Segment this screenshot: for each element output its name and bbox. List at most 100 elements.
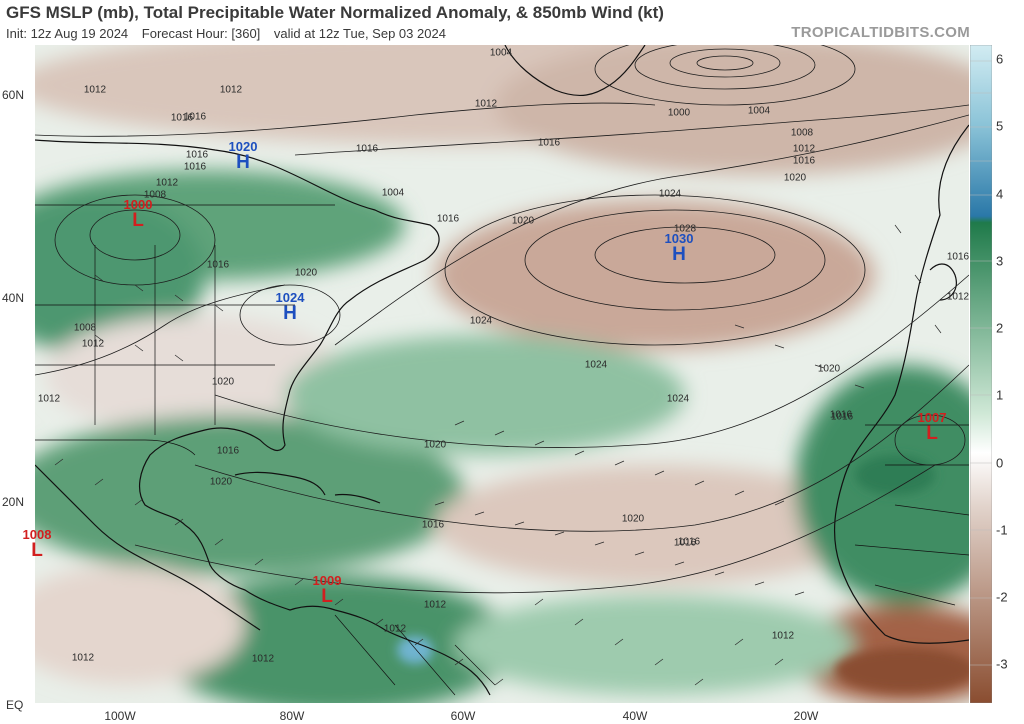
low-pressure-marker: 1008 L xyxy=(23,528,52,560)
colorbar-label: -2 xyxy=(996,589,1008,605)
isobar-label: 1020 xyxy=(423,439,447,451)
lon-label: 40W xyxy=(622,709,648,723)
lon-label: 20W xyxy=(793,709,819,723)
barbs-row-6 xyxy=(534,598,784,686)
isobar-label: 1024 xyxy=(666,393,690,405)
isobar-label: 1012 xyxy=(83,84,107,96)
colorbar-ticks xyxy=(970,60,992,666)
anomaly-dry-southeast xyxy=(45,315,345,435)
isobar-label: 1016 xyxy=(185,149,209,161)
isobar-label: 1016 xyxy=(673,537,697,549)
isobar-label: 1012 xyxy=(37,393,61,405)
isobar-1012-south xyxy=(134,464,936,594)
isobar-label: 1008 xyxy=(790,127,814,139)
colorbar-label: 5 xyxy=(996,118,1004,134)
lat-label: 40N xyxy=(2,291,25,305)
system-pressure: 1000 xyxy=(123,197,153,212)
barbs-row-1 xyxy=(54,458,504,686)
isobar-1020-south xyxy=(214,274,969,448)
isobar-1016-conus xyxy=(35,284,286,376)
isobar-1016-south xyxy=(194,364,969,532)
isobar-label: 1012 xyxy=(423,599,447,611)
isobar-label: 1012 xyxy=(71,652,95,664)
isobar-label: 1016 xyxy=(170,112,194,124)
colorbar-label: -1 xyxy=(996,522,1008,538)
border-us-mexico xyxy=(35,439,196,456)
colorbar xyxy=(970,45,992,703)
isobar-label: 1004 xyxy=(747,105,771,117)
anomaly-very-moist-orinoco xyxy=(397,636,433,664)
system-letter: H xyxy=(236,152,250,173)
isobar-label: 1012 xyxy=(155,177,179,189)
system-pressure: 1009 xyxy=(312,573,342,588)
isobar-low-ring-1 xyxy=(696,55,754,71)
isobar-label: 1000 xyxy=(667,107,691,119)
isobar-label: 1020 xyxy=(783,172,807,184)
system-pressure: 1007 xyxy=(917,410,947,425)
system-pressure: 1020 xyxy=(228,139,258,154)
isobar-label: 1012 xyxy=(771,630,795,642)
valid-time: valid at 12z Tue, Sep 03 2024 xyxy=(273,26,446,41)
anomaly-moist-gulf xyxy=(35,415,465,575)
isobar-canada-low-1 xyxy=(89,209,181,261)
coast-greenland xyxy=(504,45,646,97)
colorbar-fill xyxy=(970,45,992,703)
isobar-conus-high xyxy=(239,284,341,346)
wind-barbs xyxy=(54,224,942,686)
isobar-label: 1016 xyxy=(436,213,460,225)
isobar-label: 1020 xyxy=(511,215,535,227)
isobar-label: 1004 xyxy=(381,187,405,199)
isobar-1012-west xyxy=(35,102,656,137)
system-letter: H xyxy=(283,303,297,324)
isobars xyxy=(35,45,969,594)
isobar-africa-low xyxy=(894,414,966,466)
anomaly-dry-pacific xyxy=(35,565,245,685)
isobar-label: 1016 xyxy=(183,161,207,173)
colorbar-label: -3 xyxy=(996,656,1008,672)
anomaly-moist-equatorial xyxy=(455,595,855,695)
brand-watermark: TROPICALTIDBITS.COM xyxy=(791,24,970,41)
weather-map: 1004 1000 1004 1008 1012 1016 1020 1012 … xyxy=(35,45,969,703)
anomaly-dry-mdr xyxy=(435,465,875,585)
border-south-america xyxy=(334,614,496,696)
isobar-label: 1016 xyxy=(829,409,853,421)
barbs-row-4 xyxy=(94,274,224,362)
isobar-label: 1016 xyxy=(355,143,379,155)
isobar-low-ring-2 xyxy=(669,48,781,78)
isobar-1020-north xyxy=(334,114,969,346)
system-letter: L xyxy=(926,423,938,444)
isobar-label: 1020 xyxy=(621,513,645,525)
isobar-label: 1008 xyxy=(73,322,97,334)
map-canvas xyxy=(35,45,969,703)
colorbar-label: 2 xyxy=(996,320,1004,336)
tpw-anomaly-field xyxy=(35,45,969,703)
barbs-row-3 xyxy=(454,420,785,506)
system-letter: H xyxy=(672,244,686,265)
isobar-label: 1012 xyxy=(219,84,243,96)
isobar-label: 1024 xyxy=(469,315,493,327)
isobar-label: 1016 xyxy=(830,411,854,423)
anomaly-moist-atlantic xyxy=(285,335,685,455)
isobar-high-ring-3 xyxy=(444,194,866,346)
isobar-label: 1012 xyxy=(383,623,407,635)
coast-hispaniola xyxy=(334,493,381,504)
isobar-low-ring-3 xyxy=(634,45,816,90)
high-pressure-marker: 1020 H xyxy=(229,140,258,172)
lat-label: EQ xyxy=(6,698,24,712)
isobar-label: 1016 xyxy=(792,155,816,167)
lon-label: 80W xyxy=(279,709,305,723)
isobar-label: 1016 xyxy=(206,259,230,271)
system-letter: L xyxy=(31,540,43,561)
lat-label: 20N xyxy=(2,495,25,509)
isobar-low-ring-4 xyxy=(594,45,856,106)
isobar-label: 1024 xyxy=(584,359,608,371)
chart-title: GFS MSLP (mb), Total Precipitable Water … xyxy=(6,3,664,22)
isobar-label: 1028 xyxy=(673,223,697,235)
isobar-label: 1016 xyxy=(537,137,561,149)
isobar-label: 1016 xyxy=(946,251,969,263)
isobar-label: 1012 xyxy=(792,143,816,155)
high-pressure-marker: 1024 H xyxy=(276,291,305,323)
coast-americas xyxy=(35,139,491,696)
anomaly-dry-atlantic-high xyxy=(435,200,875,350)
isobar-label: 1024 xyxy=(658,188,682,200)
